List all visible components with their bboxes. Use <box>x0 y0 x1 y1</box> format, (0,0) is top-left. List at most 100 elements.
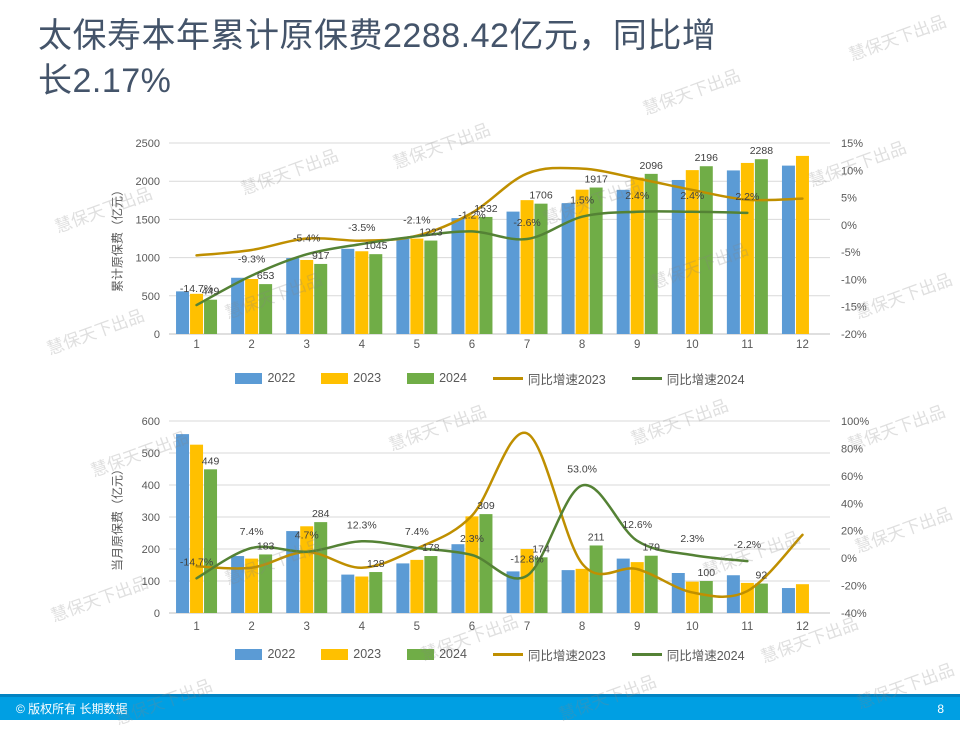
bar <box>479 514 493 613</box>
x-axis-label: 3 <box>304 339 310 351</box>
x-axis-label: 8 <box>579 621 585 633</box>
bar-value-label: 92 <box>756 570 768 582</box>
bar <box>520 200 534 334</box>
legend-label: 2022 <box>267 371 296 385</box>
growth-rate-label: 7.4% <box>405 526 429 538</box>
growth-rate-label: -14.7% <box>180 283 213 295</box>
bar-value-label: 1223 <box>419 227 443 239</box>
legend-label: 2022 <box>267 647 296 661</box>
legend-line-swatch <box>492 652 523 656</box>
bar <box>465 215 479 334</box>
line-同比增速2024 <box>195 210 749 307</box>
bar-value-label: 1045 <box>364 240 388 252</box>
bar <box>396 563 410 613</box>
legend-line-swatch <box>631 376 662 380</box>
legend-label: 同比增速2024 <box>666 648 745 663</box>
bar <box>259 284 273 334</box>
bar <box>630 562 644 613</box>
legend-item-同比增速2023: 同比增速2023 <box>492 645 606 664</box>
bar <box>341 574 355 613</box>
bar <box>204 299 218 334</box>
x-axis-label: 7 <box>524 339 530 351</box>
growth-rate-label: 7.4% <box>240 526 264 538</box>
bar <box>314 263 328 334</box>
bar <box>286 258 300 334</box>
bar <box>424 240 438 334</box>
growth-rate-label: 12.6% <box>622 519 652 531</box>
x-axis-label: 5 <box>414 339 420 351</box>
growth-rate-label: 2.4% <box>680 190 704 202</box>
bar <box>726 575 740 613</box>
monthly-premium-chart: 0 100 200 300 400 500 600 100% 80% 60% 40% 20% 0% -20… <box>142 416 870 633</box>
growth-rate-label: 2.3% <box>460 533 484 545</box>
bar <box>630 177 644 334</box>
bar-value-label: 2096 <box>640 160 664 172</box>
bar-value-label: 174 <box>532 543 550 555</box>
left-axis-tick: 2000 <box>136 176 160 188</box>
bar <box>369 572 383 613</box>
right-axis-tick: -5% <box>841 247 861 259</box>
bar <box>589 187 603 334</box>
growth-rate-label: 2.2% <box>735 191 759 203</box>
bar <box>300 526 314 613</box>
left-axis-tick: 2500 <box>136 138 160 150</box>
left-axis-tick: 500 <box>142 291 160 303</box>
legend-label: 同比增速2023 <box>527 648 606 663</box>
right-axis-tick: 60% <box>841 471 863 483</box>
legend-label: 2023 <box>353 371 382 385</box>
bar <box>176 291 190 334</box>
x-axis-label: 10 <box>686 621 699 633</box>
legend-item-2023: 2023 <box>321 371 381 385</box>
bar <box>479 216 493 334</box>
left-axis-tick: 200 <box>142 544 160 556</box>
bar <box>465 516 479 613</box>
bars-2024 <box>204 159 768 334</box>
legend-item-2024: 2024 <box>407 647 467 661</box>
legend-item-2022: 2022 <box>235 647 295 661</box>
bar <box>410 238 424 334</box>
watermark: 慧保天下出品 <box>846 12 949 65</box>
bars-2024 <box>204 469 768 613</box>
right-axis-tick: 10% <box>841 165 863 177</box>
growth-rate-label: 2.4% <box>625 190 649 202</box>
legend-label: 2024 <box>439 371 467 385</box>
left-axis-tick: 300 <box>142 512 160 524</box>
bars-2022 <box>176 434 795 613</box>
x-axis-label: 12 <box>796 339 809 351</box>
legend-item-2023: 2023 <box>321 647 381 661</box>
bar-value-label: 449 <box>202 286 220 298</box>
x-axis-label: 6 <box>469 339 475 351</box>
bars-2022 <box>176 165 795 334</box>
bar <box>231 556 245 613</box>
bar <box>644 555 658 613</box>
legend-bar-swatch <box>407 372 435 384</box>
bar <box>575 568 589 613</box>
right-axis-tick: -20% <box>841 329 867 341</box>
bar-value-label: 1706 <box>529 190 553 202</box>
bar <box>190 293 204 334</box>
bar-value-label: 917 <box>312 250 330 262</box>
bar <box>300 259 314 334</box>
left-axis-tick: 1000 <box>136 253 160 265</box>
bar <box>685 581 699 613</box>
bar-value-label: 178 <box>422 542 440 554</box>
bar <box>616 189 630 334</box>
bar <box>795 155 809 334</box>
bar <box>245 278 259 334</box>
bar <box>575 189 589 334</box>
bar-value-label: 179 <box>642 542 660 554</box>
right-axis-tick: 100% <box>841 416 869 428</box>
bar-value-label: 2288 <box>750 145 774 157</box>
right-axis-tick: 15% <box>841 138 863 150</box>
x-axis-label: 5 <box>414 621 420 633</box>
bar <box>369 254 383 334</box>
bar-value-label: 449 <box>202 455 220 467</box>
growth-rate-label: -5.4% <box>293 232 320 244</box>
growth-rate-label: -1.2% <box>458 209 485 221</box>
growth-rate-label: -14.7% <box>180 556 213 568</box>
cumulative-premium-chart: 0 500 1000 1500 2000 2500 15% 10% 5% 0% -5% -10% -15… <box>136 138 867 351</box>
bar <box>286 531 300 613</box>
legend-bar-swatch <box>407 648 435 660</box>
bar-value-label: 1532 <box>474 203 498 215</box>
x-axis-label: 4 <box>359 621 366 633</box>
